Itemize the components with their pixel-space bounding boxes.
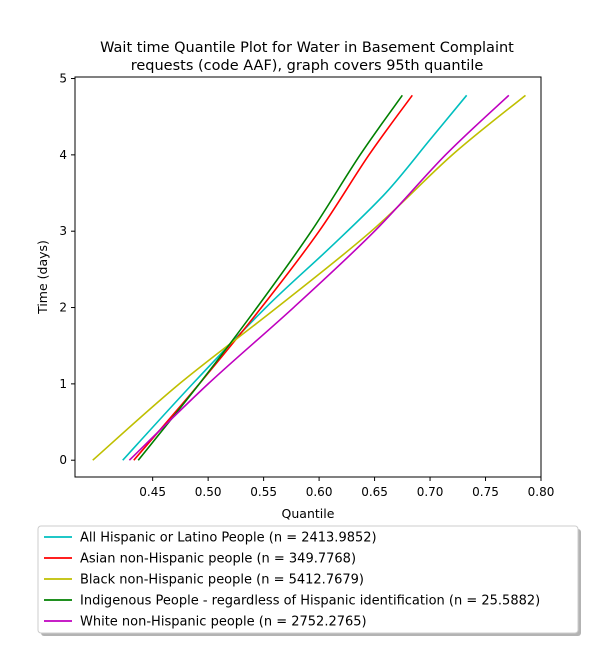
legend-entries: All Hispanic or Latino People (n = 2413.… xyxy=(44,531,540,630)
y-tick-label: 1 xyxy=(59,377,67,391)
series-line-4 xyxy=(128,94,510,461)
y-axis-label: Time (days) xyxy=(35,240,50,315)
x-axis-label: Quantile xyxy=(282,506,335,521)
legend-label-4: White non-Hispanic people (n = 2752.2765… xyxy=(80,615,367,630)
chart-title-line-1: Wait time Quantile Plot for Water in Bas… xyxy=(100,40,514,56)
series-line-2 xyxy=(92,94,526,461)
legend-label-1: Asian non-Hispanic people (n = 349.7768) xyxy=(80,552,356,567)
series-line-1 xyxy=(133,94,413,461)
chart-title-line-2: requests (code AAF), graph covers 95th q… xyxy=(131,58,484,74)
legend: All Hispanic or Latino People (n = 2413.… xyxy=(37,525,581,636)
y-tick-label: 4 xyxy=(59,148,67,162)
series-line-3 xyxy=(137,94,403,461)
legend-label-3: Indigenous People - regardless of Hispan… xyxy=(80,594,540,609)
x-tick-label: 0.75 xyxy=(472,485,499,499)
x-tick-label: 0.70 xyxy=(417,485,444,499)
x-tick-label: 0.50 xyxy=(195,485,222,499)
legend-label-2: Black non-Hispanic people (n = 5412.7679… xyxy=(80,573,364,588)
y-tick-label: 5 xyxy=(59,72,67,86)
legend-box xyxy=(37,525,579,634)
series-layer xyxy=(92,94,526,461)
y-axis: 0 1 2 3 4 5 xyxy=(59,72,75,467)
y-tick-label: 2 xyxy=(59,301,67,315)
series-line-0 xyxy=(122,94,468,461)
y-tick-label: 3 xyxy=(59,224,67,238)
legend-label-0: All Hispanic or Latino People (n = 2413.… xyxy=(80,531,377,546)
x-tick-label: 0.55 xyxy=(250,485,277,499)
x-tick-label: 0.80 xyxy=(528,485,555,499)
x-tick-label: 0.45 xyxy=(139,485,166,499)
x-tick-label: 0.60 xyxy=(306,485,333,499)
plot-area-frame xyxy=(74,76,542,478)
y-tick-label: 0 xyxy=(59,453,67,467)
chart-title: Wait time Quantile Plot for Water in Bas… xyxy=(100,40,514,74)
x-tick-label: 0.65 xyxy=(361,485,388,499)
x-axis: 0.45 0.50 0.55 0.60 0.65 0.70 0.75 0.80 xyxy=(139,477,554,499)
